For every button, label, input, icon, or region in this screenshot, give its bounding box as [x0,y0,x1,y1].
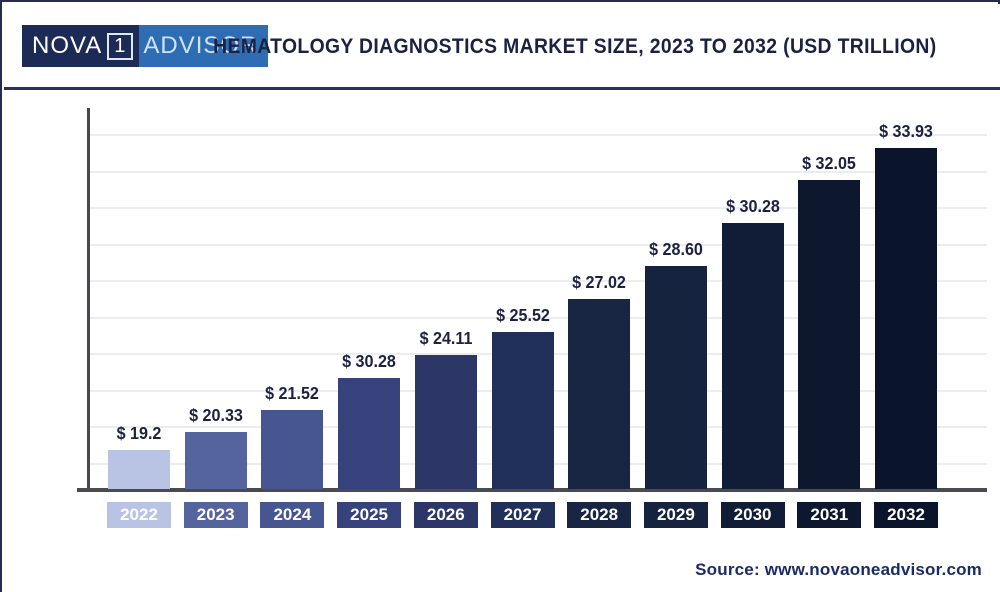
bar-2032 [875,148,937,489]
x-axis-label: 2027 [490,502,555,528]
gridline [87,134,987,136]
bar-2029 [644,266,707,489]
header-bar: NOVA 1 ADVISOR HEMATOLOGY DIAGNOSTICS MA… [4,4,1000,90]
x-axis-label: 2030 [720,502,785,528]
x-axis-label: 2028 [567,502,632,528]
bar-value-label: $ 27.02 [572,272,627,292]
logo-one-box: 1 [107,32,134,60]
x-axis-label: 2025 [337,502,402,528]
bar-value-label: $ 25.52 [495,305,550,325]
bar-2031 [798,180,861,489]
chart-title: HEMATOLOGY DIAGNOSTICS MARKET SIZE, 2023… [212,34,937,58]
bar-value-label: $ 33.93 [879,121,933,141]
x-axis-label: 2026 [413,502,478,528]
y-axis-line [87,108,90,489]
bar-2027 [491,332,554,489]
bar-2022 [108,450,170,489]
x-axis-line [77,488,987,492]
bar-value-label: $ 24.11 [419,328,473,348]
gridline [87,170,987,173]
bar-value-label: $ 20.33 [188,405,243,425]
bar-value-label: $ 32.05 [802,153,857,173]
gridline [87,316,987,319]
bar-value-label: $ 30.28 [342,351,396,371]
gridline [87,243,987,246]
logo-text-nova: NOVA [32,32,103,59]
brand-logo: NOVA 1 ADVISOR [22,25,269,67]
gridline [87,280,987,282]
title-container: HEMATOLOGY DIAGNOSTICS MARKET SIZE, 2023… [164,34,985,59]
bar-value-label: $ 19.2 [116,423,162,443]
bar-2023 [184,432,247,489]
gridline [87,207,987,209]
logo-left-segment: NOVA 1 [22,25,140,67]
logo-text-advisor: ADVISOR [143,32,259,59]
bar-chart: $ 19.2 2022 $ 20.33 2023 $ 21.52 2024 $ 30.28 2… [2,90,1000,592]
bar-2026 [414,355,477,489]
bar-2028 [568,299,631,489]
bar-2024 [261,410,324,489]
x-axis-label: 2032 [874,502,938,528]
x-axis-label: 2024 [260,502,325,528]
bar-2025 [338,378,401,489]
x-axis-label: 2022 [107,502,171,528]
x-axis-label: 2029 [643,502,708,528]
logo-right-segment: ADVISOR [139,25,269,67]
x-axis-label: 2031 [797,502,862,528]
bar-value-label: $ 21.52 [265,383,320,403]
bar-value-label: $ 30.28 [725,196,780,216]
bar-value-label: $ 28.60 [649,239,703,259]
x-axis-label: 2023 [183,502,248,528]
bar-2030 [721,223,784,489]
source-text: Source: www.novaoneadvisor.com [695,560,982,579]
